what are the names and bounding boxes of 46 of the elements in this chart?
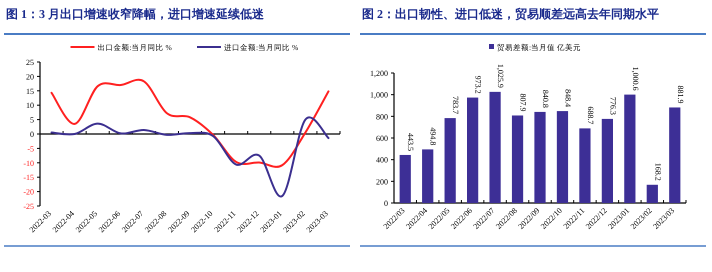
data-label: 168.2 xyxy=(653,162,662,181)
y-tick-label: 200 xyxy=(376,177,388,186)
bar xyxy=(489,92,501,203)
y-tick-label: 800 xyxy=(376,112,388,122)
bar xyxy=(422,149,434,203)
y-tick-label: 5 xyxy=(30,116,34,125)
data-label: 776.3 xyxy=(608,96,618,115)
y-tick-label: 1,200 xyxy=(370,69,388,78)
y-tick-label: 0 xyxy=(384,199,388,208)
bar xyxy=(400,154,411,203)
bar xyxy=(534,112,546,203)
bar xyxy=(669,107,680,203)
chart-title: 图 1：3 月出口增速收窄降幅，进口增速延续低迷 xyxy=(6,7,265,21)
data-label: 881.9 xyxy=(676,85,685,104)
chart-title: 图 2：出口韧性、进口低迷，贸易顺差远高去年同期水平 xyxy=(362,7,659,21)
data-label: 688.7 xyxy=(586,106,595,124)
bar xyxy=(579,128,591,203)
y-tick-label: -20 xyxy=(23,188,34,197)
y-tick-label: 0 xyxy=(30,130,34,139)
bar xyxy=(512,115,524,203)
y-tick-label: 1,000 xyxy=(370,90,388,100)
bar xyxy=(646,184,658,203)
bar xyxy=(602,118,613,203)
y-tick-label: -10 xyxy=(23,158,34,168)
data-label: 443.5 xyxy=(406,132,416,151)
data-label: 807.9 xyxy=(518,93,528,112)
bar xyxy=(624,94,636,203)
y-tick-label: 20 xyxy=(26,72,34,82)
y-tick-label: 600 xyxy=(376,134,388,143)
data-label: 494.8 xyxy=(428,127,438,146)
data-label: 840.8 xyxy=(541,90,550,108)
y-tick-label: -5 xyxy=(27,144,34,154)
y-tick-label: 25 xyxy=(26,58,34,67)
y-tick-label: 15 xyxy=(26,86,34,96)
bar xyxy=(467,98,478,203)
bar xyxy=(444,118,456,203)
data-label: 973.2 xyxy=(474,76,483,94)
data-label: 848.4 xyxy=(563,89,572,108)
data-label: 1,000.6 xyxy=(630,66,640,91)
y-tick-label: -25 xyxy=(23,202,34,211)
y-tick-label: 10 xyxy=(26,101,34,110)
y-tick-label: 400 xyxy=(376,156,388,165)
y-tick-label: -15 xyxy=(23,173,34,182)
data-label: 1,025.9 xyxy=(496,64,506,88)
bar xyxy=(556,111,568,203)
data-label: 783.7 xyxy=(451,96,460,114)
